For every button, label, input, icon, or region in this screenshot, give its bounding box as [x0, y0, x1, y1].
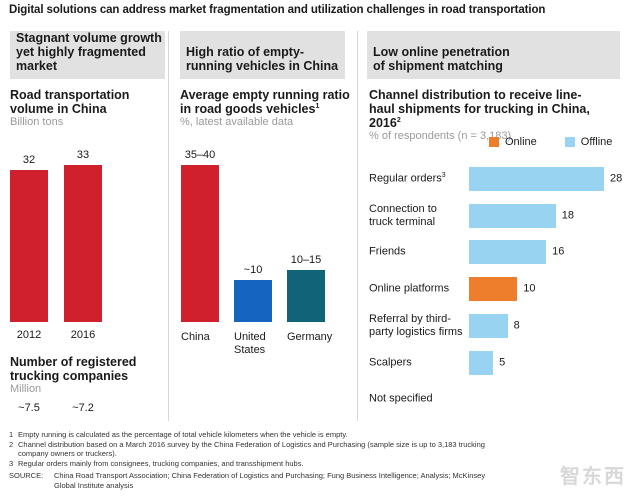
channel-bar-scalpers	[469, 350, 494, 375]
category-label-line: truck terminal	[369, 215, 436, 228]
footnote-1-text: Empty running is calculated as the perce…	[18, 430, 348, 439]
volume-value-label-2012: 32	[22, 153, 36, 166]
empty-running-bar-chart: 35–40 China ~10 United States 10–15 Germany	[0, 0, 360, 360]
panel-1-header: Stagnant volume growth yet highly fragme…	[10, 31, 165, 79]
panel-2-footnote-ref: 1	[315, 102, 320, 110]
footnote-3-num: 3	[9, 458, 14, 468]
panel-2-header: High ratio of empty-running vehicles in …	[180, 31, 345, 79]
empty-running-bar-china	[181, 165, 219, 322]
legend: Online Offline	[489, 136, 612, 148]
category-label-line: Online platforms	[369, 282, 450, 295]
footnote-3-text: Regular orders mainly from consignees, t…	[18, 458, 304, 468]
channel-bar-connection-to-truck-terminal	[469, 203, 556, 228]
panel-3-chart-title-text: Channel distribution to receive line-hau…	[369, 88, 590, 130]
panel-3-header: Low online penetration of shipment match…	[367, 31, 620, 79]
source-note: SOURCE: China Road Transport Association…	[9, 471, 499, 490]
panel-2-chart-title-text: Average empty running ratio in road good…	[180, 88, 350, 116]
category-label-line: Germany	[287, 331, 333, 343]
empty-running-bar-united-states	[234, 280, 272, 322]
channel-value-label-friends: 16	[552, 245, 565, 258]
footnote-2-num: 2	[9, 439, 14, 449]
empty-running-value-label-china: 35–40	[184, 149, 216, 161]
empty-running-bar-germany	[287, 269, 325, 322]
category-label-line: party logistics firms	[369, 325, 463, 338]
category-label-line: States	[234, 344, 266, 356]
trucking-companies-heading: Number of registered trucking companies …	[10, 355, 170, 396]
panel-2-header-text: High ratio of empty-running vehicles in …	[186, 45, 339, 73]
page-title: Digital solutions can address market fra…	[9, 4, 546, 16]
category-label-line: United	[234, 331, 266, 343]
category-label-line: Connection to	[369, 202, 437, 215]
source-text: China Road Transport Association; China …	[54, 471, 486, 490]
channel-value-label-referral-by-third-party-logistics-firms: 8	[513, 319, 520, 332]
category-label-line: Friends	[369, 245, 406, 258]
empty-running-category-label-china: China	[181, 331, 241, 344]
trucking-companies-2016-value: ~7.2	[72, 402, 94, 414]
trucking-companies-title: Number of registered trucking companies	[10, 355, 137, 383]
panel-1-unit: Billion tons	[10, 116, 64, 128]
footnotes: 1 Empty running is calculated as the per…	[9, 430, 499, 490]
channel-bar-online-platforms	[469, 277, 518, 302]
legend-online-label: Online	[505, 136, 537, 148]
trucking-companies-unit: Million	[10, 383, 42, 395]
empty-running-value-label-united-states: ~10	[243, 264, 263, 277]
channel-bar-referral-by-third-party-logistics-firms	[469, 313, 508, 338]
channel-label-regular-orders: Regular orders3	[369, 171, 469, 186]
volume-bar-2012	[10, 169, 48, 322]
footnote-ref: 3	[441, 171, 446, 179]
category-label-line: China	[181, 331, 210, 343]
channel-label-online-platforms: Online platforms	[369, 283, 469, 296]
panel-divider-1	[168, 31, 169, 421]
channel-value-label-regular-orders: 28	[610, 172, 623, 185]
panel-2-chart-heading: Average empty running ratio in road good…	[180, 88, 350, 129]
panel-1-chart-title: Road transportation volume in China	[10, 88, 130, 116]
panel-3-header-text: Low online penetration of shipment match…	[373, 45, 510, 73]
channel-value-label-scalpers: 5	[499, 356, 506, 368]
legend-online-swatch	[489, 137, 499, 147]
channel-value-label-online-platforms: 10	[523, 282, 536, 295]
panel-3-chart-heading: Channel distribution to receive line-hau…	[369, 88, 594, 143]
trucking-companies-2012-value: ~7.5	[18, 402, 40, 414]
panel-1-header-text: Stagnant volume growth yet highly fragme…	[16, 31, 162, 73]
footnote-1-num: 1	[9, 430, 14, 439]
category-label-line: Referral by third-	[369, 312, 451, 325]
legend-offline-label: Offline	[580, 136, 613, 148]
volume-bar-2016	[64, 165, 102, 322]
channel-label-friends: Friends	[369, 246, 469, 259]
panel-3-unit: % of respondents (n = 3,183)	[369, 130, 512, 142]
empty-running-category-label-germany: Germany	[287, 331, 347, 344]
panel-2-chart-title: Average empty running ratio in road good…	[180, 88, 350, 116]
watermark: 智东西	[560, 466, 626, 488]
empty-running-value-label-germany: 10–15	[290, 253, 322, 266]
footnote-1: 1 Empty running is calculated as the per…	[9, 430, 499, 440]
panel-3-chart-title: Channel distribution to receive line-hau…	[369, 88, 594, 130]
channel-distribution-bar-chart: Regular orders3 28 Connection to truck term…	[369, 167, 623, 406]
category-label-line: Not specified	[369, 392, 433, 405]
channel-bar-regular-orders	[469, 167, 604, 191]
legend-offline-swatch	[564, 137, 575, 147]
panel-3-footnote-ref: 2	[396, 116, 401, 124]
footnote-3: 3 Regular orders mainly from consignees,…	[9, 459, 499, 469]
channel-label-scalpers: Scalpers	[369, 356, 469, 369]
category-label-line: Regular orders3	[369, 171, 446, 185]
channel-label-not-specified: Not specified	[369, 393, 469, 406]
channel-value-label-connection-to-truck-terminal: 18	[561, 209, 575, 222]
channel-label-connection-to-truck-terminal: Connection to truck terminal	[369, 203, 469, 229]
channel-label-referral-by-third-party-logistics-firms: Referral by third-party logistics firms	[369, 313, 469, 339]
source-label: SOURCE:	[9, 471, 44, 480]
panel-2-unit: %, latest available data	[180, 116, 294, 128]
panel-divider-2	[357, 31, 358, 421]
panel-1-chart-heading: Road transportation volume in China Bill…	[10, 88, 165, 129]
volume-year-label-2016: 2016	[70, 329, 96, 341]
category-label-line: Scalpers	[369, 356, 412, 368]
channel-bar-friends	[469, 240, 547, 265]
empty-running-category-label-united-states: United States	[234, 331, 294, 357]
footnote-2: 2 Channel distribution based on a March …	[9, 440, 499, 459]
volume-year-label-2012: 2012	[16, 329, 42, 341]
footnote-2-text: Channel distribution based on a March 20…	[18, 439, 485, 459]
volume-value-label-2016: 33	[76, 149, 90, 161]
volume-bar-chart: 32 2012 33 2016	[0, 0, 170, 360]
